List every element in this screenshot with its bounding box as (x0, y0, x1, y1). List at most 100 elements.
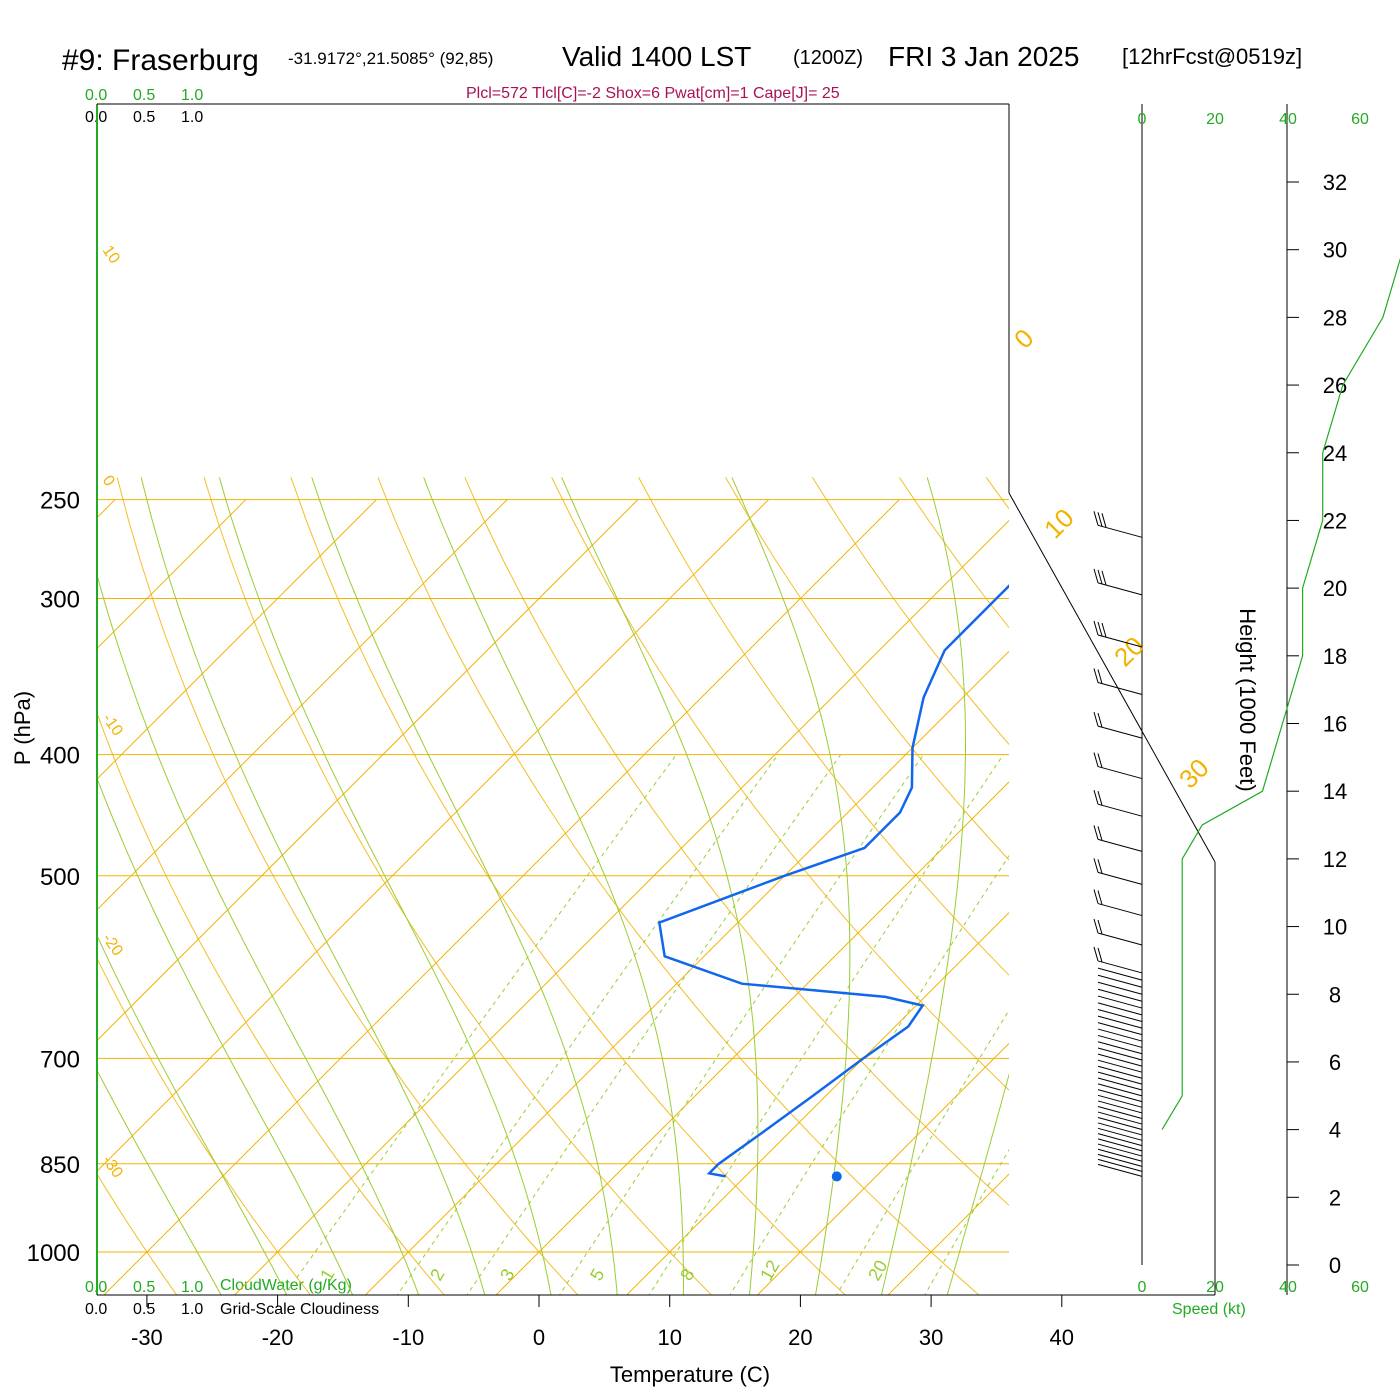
wind-barb (1097, 1163, 1143, 1177)
height-tick-label: 2 (1329, 1185, 1341, 1210)
wind-barb (1093, 790, 1143, 817)
cloud-scale-bottom: 0.0 0.5 1.0 CloudWater (g/Kg) 0.0 0.5 1.… (85, 1277, 379, 1318)
wind-speed-line (1161, 257, 1400, 1130)
cloud-scale-top-green-2: 1.0 (181, 87, 203, 104)
height-tick-label: 12 (1323, 847, 1347, 872)
dry-adiabat (1160, 477, 1400, 1303)
dry-adiabat (377, 477, 980, 1295)
wind-barb (1097, 1094, 1143, 1108)
mixing-ratio-label: 3 (496, 1265, 518, 1284)
speed-tick-top: 60 (1351, 111, 1369, 128)
wind-barb-staff (1097, 1127, 1143, 1141)
wind-barb-staff (1097, 903, 1143, 917)
wind-barb (1093, 858, 1143, 885)
wind-barb-flag (1093, 858, 1099, 873)
moist-adiabat (97, 1069, 222, 1295)
wind-barb-staff (1097, 1022, 1143, 1036)
wind-barb-staff (1097, 1138, 1143, 1152)
skew-temperature-label: -10 (99, 711, 126, 740)
skew-temperature-label: -20 (99, 931, 126, 960)
isotherm (364, 650, 1009, 1295)
dry-adiabat (290, 477, 846, 1295)
mixing-ratio-label: 12 (756, 1257, 783, 1284)
forecast-label: [12hrFcst@0519z] (1122, 44, 1302, 69)
moist-adiabat (97, 776, 354, 1295)
wind-barb (1097, 1111, 1143, 1125)
wind-barb-staff (1097, 1047, 1143, 1061)
skew-temperature-label: -30 (99, 1153, 126, 1182)
speed-tick-bottom: 40 (1279, 1279, 1297, 1296)
height-tick-label: 20 (1323, 576, 1347, 601)
wind-barb-flag (1097, 621, 1103, 637)
wind-barb-staff (1097, 1163, 1143, 1177)
wind-barb-staff (1097, 582, 1143, 596)
wind-barb (1097, 1022, 1143, 1036)
wind-barb-staff (1097, 974, 1143, 988)
isotherm (97, 499, 377, 780)
height-tick-label: 6 (1329, 1050, 1341, 1075)
dry-adiabat (985, 477, 1009, 510)
wind-barb-staff (1097, 1117, 1143, 1131)
cloud-scale-bottom-green-1: 0.5 (133, 1279, 155, 1296)
wind-barb (1093, 568, 1143, 596)
wind-barb (1097, 1053, 1143, 1067)
pressure-tick-label: 700 (40, 1046, 80, 1073)
dry-adiabat (898, 477, 1009, 629)
wind-barb (1097, 1015, 1143, 1029)
wind-barb-staff (1097, 1106, 1143, 1120)
cloud-scale-top-green-1: 0.5 (133, 87, 155, 104)
wind-barb-staff (1097, 1083, 1143, 1097)
wind-barb-flag (1097, 669, 1103, 684)
dry-adiabat (203, 477, 713, 1295)
valid-time: Valid 1400 LST (562, 41, 751, 72)
wind-barb (1097, 967, 1143, 981)
wind-barb-flag (1097, 791, 1103, 806)
wind-barb-flag (1097, 713, 1103, 728)
wind-barb-staff (1097, 960, 1143, 974)
wind-barb (1093, 620, 1143, 648)
wind-barb (1097, 1041, 1143, 1055)
height-tick-label: 8 (1329, 982, 1341, 1007)
mixing-ratio-line (924, 1148, 1009, 1295)
pressure-tick-label: 300 (40, 587, 80, 614)
wind-barb-staff (1097, 1028, 1143, 1042)
dry-adiabat (464, 477, 1009, 1206)
isotherm (97, 499, 247, 650)
isotherm (625, 911, 1009, 1295)
x-tick-label: 0 (533, 1325, 545, 1350)
surface-dewpoint-dot (831, 1171, 842, 1182)
wind-barb (1097, 1158, 1143, 1172)
wind-barb-staff (1097, 1041, 1143, 1055)
height-tick-label: 10 (1323, 915, 1347, 940)
wind-barb (1097, 1034, 1143, 1048)
wind-barb (1097, 974, 1143, 988)
wind-barb-staff (1097, 932, 1143, 946)
speed-axis-label: Speed (kt) (1172, 1301, 1246, 1318)
dry-adiabat (1334, 477, 1400, 1303)
mixing-ratio-label: 8 (676, 1265, 698, 1284)
speed-tick-bottom: 20 (1206, 1279, 1224, 1296)
station-coords: -31.9172°,21.5085° (92,85) (288, 49, 493, 68)
wind-barb-flag (1097, 859, 1103, 874)
wind-barb (1093, 668, 1143, 695)
wind-barb-staff (1097, 681, 1143, 695)
wind-barb-flag (1097, 512, 1103, 527)
plot-frame (96, 103, 1216, 1296)
x-tick-label: 20 (788, 1325, 812, 1350)
mixing-ratio-line (729, 854, 1009, 1295)
wind-barb-flag (1093, 889, 1099, 904)
height-tick-label: 4 (1329, 1118, 1341, 1143)
wind-barb (1097, 1153, 1143, 1167)
moist-adiabat (561, 477, 759, 1295)
moist-adiabat (311, 477, 618, 1295)
isotherm-label: 0 (1008, 323, 1039, 354)
wind-barb (1097, 1009, 1143, 1023)
height-tick-label: 18 (1323, 644, 1347, 669)
wind-barb-staff (1097, 981, 1143, 995)
wind-barb (1097, 1138, 1143, 1152)
wind-barb-staff (1097, 1015, 1143, 1029)
height-tick-label: 32 (1323, 170, 1347, 195)
wind-barb (1097, 1002, 1143, 1016)
isotherm-label: 30 (1173, 753, 1215, 795)
